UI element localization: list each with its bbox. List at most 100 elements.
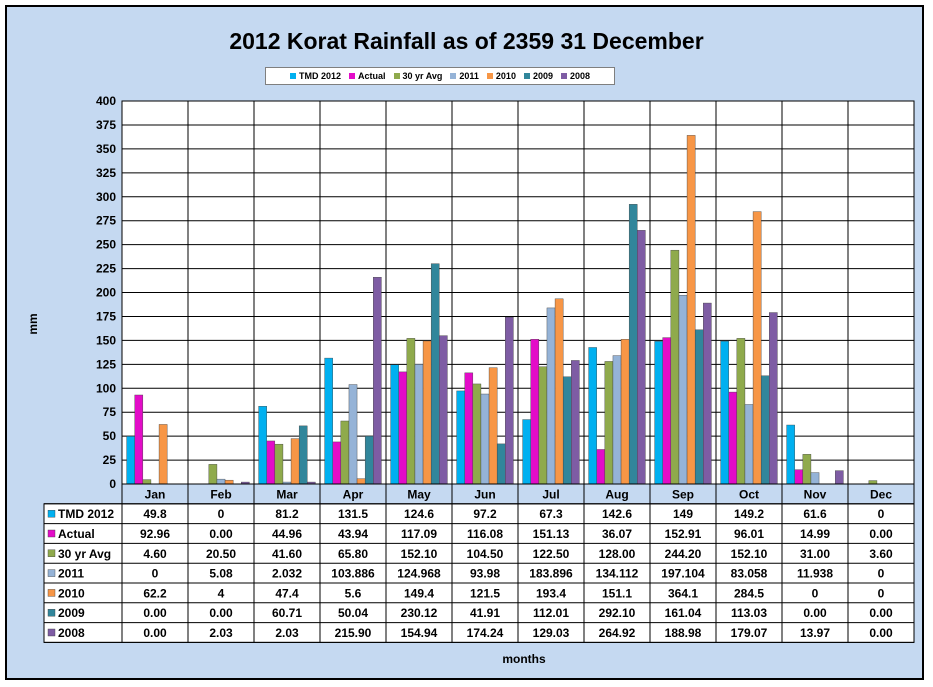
legend-item: 2009 — [523, 71, 553, 81]
table-legend-key — [47, 569, 56, 577]
data-label: 174.24 — [467, 626, 504, 640]
data-label: 5.6 — [345, 586, 362, 600]
data-label: 97.2 — [473, 507, 497, 521]
bar — [406, 338, 416, 485]
data-label: 134.112 — [596, 567, 639, 581]
x-tick-label: Mar — [276, 487, 298, 501]
legend: TMD 2012 Actual 30 yr Avg 2011 2010 2009 2008 — [265, 67, 615, 85]
table-row-label: 2009 — [58, 606, 85, 620]
table-row-label: 2008 — [58, 626, 85, 640]
bar — [752, 211, 762, 485]
data-label: 292.10 — [599, 606, 636, 620]
data-label: 11.938 — [797, 567, 833, 581]
bar — [274, 443, 284, 485]
x-tick-label: Oct — [739, 487, 759, 501]
data-label: 5.08 — [209, 567, 233, 581]
legend-label: Actual — [358, 71, 386, 81]
data-label: 3.60 — [869, 547, 893, 561]
data-label: 0.00 — [143, 626, 167, 640]
bar — [348, 384, 358, 485]
data-label: 0.00 — [209, 527, 233, 541]
bar — [662, 337, 672, 485]
data-label: 103.886 — [331, 567, 375, 581]
bar — [332, 441, 342, 485]
x-tick-label: Aug — [605, 487, 628, 501]
bar — [324, 357, 333, 485]
bar — [637, 230, 646, 485]
legend-item: 2010 — [486, 71, 516, 81]
data-label: 131.5 — [338, 507, 368, 521]
data-label: 152.91 — [665, 527, 702, 541]
bar — [554, 298, 564, 485]
bar — [736, 338, 746, 485]
data-label: 161.04 — [665, 606, 702, 620]
table-row-label: 30 yr Avg — [58, 547, 111, 561]
data-label: 4 — [218, 586, 225, 600]
data-label: 0.00 — [143, 606, 167, 620]
data-label: 244.20 — [665, 547, 702, 561]
bar — [835, 470, 844, 485]
bar — [258, 406, 267, 485]
data-label: 93.98 — [470, 567, 500, 581]
bar — [414, 364, 424, 485]
bar — [794, 469, 804, 485]
bar — [703, 302, 712, 485]
legend-label: 2011 — [459, 71, 479, 81]
data-label: 264.92 — [599, 626, 636, 640]
bar — [266, 440, 276, 485]
data-label: 0.00 — [869, 626, 893, 640]
bar — [596, 449, 606, 485]
table-row-label: 2010 — [58, 586, 85, 600]
bar — [422, 340, 432, 485]
legend-item: 30 yr Avg — [393, 71, 443, 81]
legend-swatch — [486, 73, 493, 79]
x-tick-label: May — [407, 487, 431, 501]
bar — [571, 360, 580, 485]
bar — [298, 425, 308, 485]
bar — [868, 480, 878, 485]
legend-label: 30 yr Avg — [402, 71, 443, 81]
data-label: 49.8 — [143, 507, 167, 521]
bar — [390, 364, 399, 485]
data-label: 104.50 — [467, 547, 504, 561]
y-tick-label: 150 — [96, 333, 116, 347]
bar — [720, 340, 729, 485]
y-tick-label: 400 — [96, 94, 116, 108]
chart-title: 2012 Korat Rainfall as of 2359 31 Decemb… — [229, 28, 704, 54]
y-tick-label: 350 — [96, 142, 116, 156]
y-tick-label: 325 — [96, 166, 116, 180]
y-tick-label: 375 — [96, 118, 116, 132]
data-label: 81.2 — [275, 507, 299, 521]
bar — [216, 478, 226, 485]
bar — [126, 436, 135, 485]
legend-swatch — [560, 73, 567, 79]
bar — [678, 295, 688, 485]
table-legend-key — [47, 549, 56, 557]
x-tick-label: Sep — [672, 487, 694, 501]
data-label: 0 — [878, 586, 885, 600]
data-label: 128.00 — [599, 547, 636, 561]
y-tick-label: 225 — [96, 262, 116, 276]
bar — [744, 404, 754, 485]
x-tick-label: Nov — [804, 487, 827, 501]
bar — [488, 367, 498, 485]
data-label: 83.058 — [731, 567, 768, 581]
bar — [456, 390, 465, 485]
bar — [786, 424, 795, 485]
data-label: 0 — [878, 507, 885, 521]
data-label: 152.10 — [731, 547, 768, 561]
data-label: 0 — [218, 507, 225, 521]
data-label: 36.07 — [602, 527, 632, 541]
x-tick-label: Dec — [870, 487, 892, 501]
data-label: 0.00 — [869, 606, 893, 620]
bar — [134, 394, 144, 485]
table-row-label: TMD 2012 — [58, 507, 114, 521]
y-tick-label: 0 — [109, 477, 116, 491]
legend-item: TMD 2012 — [289, 71, 341, 81]
bar — [802, 454, 812, 485]
data-label: 193.4 — [536, 586, 566, 600]
x-tick-label: Apr — [343, 487, 364, 501]
data-label: 151.1 — [602, 586, 632, 600]
legend-swatch — [450, 73, 457, 79]
data-label: 113.03 — [731, 606, 767, 620]
